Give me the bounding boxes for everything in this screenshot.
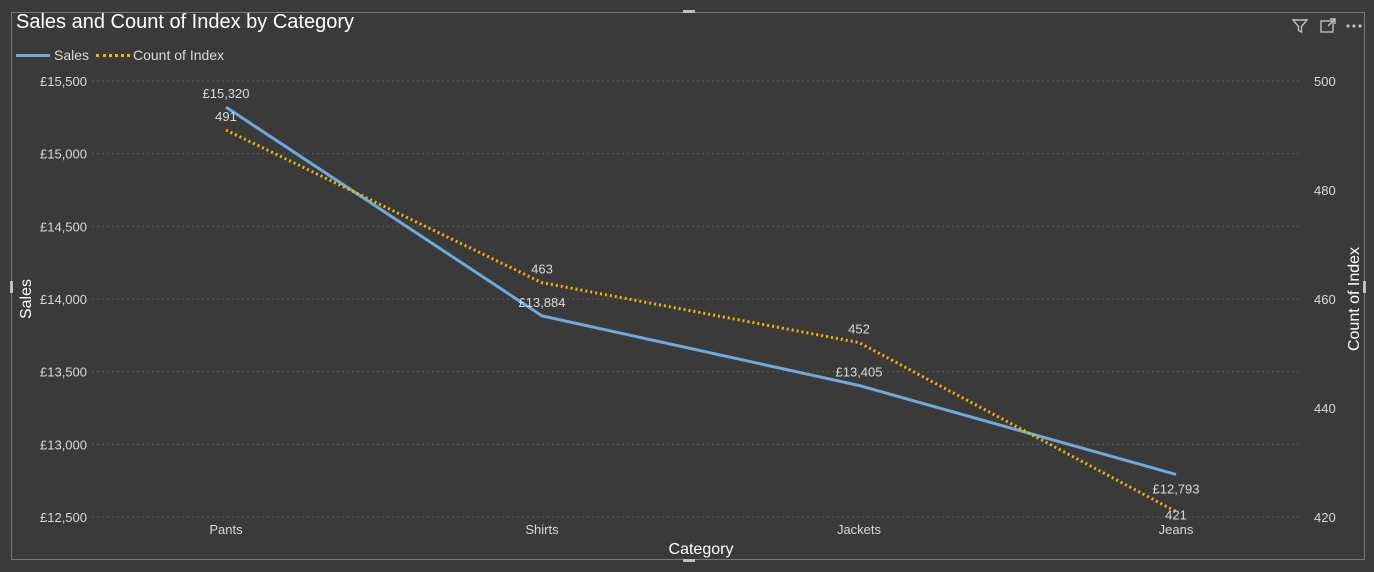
filter-icon[interactable] bbox=[1290, 16, 1310, 36]
y-left-tick-label: £15,000 bbox=[40, 147, 87, 162]
y-axis-right-title: Count of Index bbox=[1346, 247, 1363, 351]
data-label-sales: £12,793 bbox=[1153, 481, 1200, 496]
y-right-tick-label: 440 bbox=[1314, 401, 1336, 416]
data-label-count-of-index: 421 bbox=[1165, 508, 1187, 523]
legend-label-sales: Sales bbox=[54, 47, 90, 63]
resize-handle-right[interactable] bbox=[1363, 281, 1366, 293]
series-line-count-of-index[interactable] bbox=[225, 128, 1177, 513]
series-line-sales[interactable] bbox=[225, 105, 1177, 476]
data-label-count-of-index: 452 bbox=[848, 322, 870, 337]
more-options-icon[interactable] bbox=[1344, 16, 1364, 36]
y-left-tick-label: £15,500 bbox=[40, 74, 87, 89]
data-label-count-of-index: 463 bbox=[531, 262, 553, 277]
legend-label-count-of-index: Count of Index bbox=[133, 47, 225, 63]
focus-mode-icon[interactable] bbox=[1318, 16, 1338, 36]
data-label-sales: £15,320 bbox=[203, 86, 250, 101]
y-right-tick-label: 420 bbox=[1314, 510, 1336, 525]
visual-header-icons bbox=[1290, 16, 1364, 36]
y-axis-left-title: Sales bbox=[18, 279, 35, 319]
resize-handle-top[interactable] bbox=[683, 10, 695, 13]
y-right-tick-label: 500 bbox=[1314, 74, 1336, 89]
x-tick-label: Pants bbox=[209, 522, 243, 537]
y-left-tick-label: £14,500 bbox=[40, 219, 87, 234]
resize-handle-left[interactable] bbox=[10, 281, 13, 293]
chart-title: Sales and Count of Index by Category bbox=[16, 11, 354, 33]
x-tick-label: Shirts bbox=[525, 522, 559, 537]
y-right-tick-label: 480 bbox=[1314, 183, 1336, 198]
y-left-tick-label: £13,500 bbox=[40, 365, 87, 380]
y-left-tick-label: £13,000 bbox=[40, 437, 87, 452]
legend-swatch-count-of-index bbox=[96, 54, 130, 57]
y-right-tick-label: 460 bbox=[1314, 292, 1336, 307]
data-label-sales: £13,884 bbox=[519, 295, 566, 310]
data-label-sales: £13,405 bbox=[836, 364, 883, 379]
legend-swatch-sales bbox=[16, 54, 50, 57]
x-axis-title: Category bbox=[669, 541, 734, 558]
y-left-tick-label: £12,500 bbox=[40, 510, 87, 525]
x-tick-label: Jackets bbox=[837, 522, 882, 537]
resize-handle-bottom[interactable] bbox=[683, 559, 695, 562]
x-tick-label: Jeans bbox=[1159, 522, 1194, 537]
y-left-tick-label: £14,000 bbox=[40, 292, 87, 307]
data-label-count-of-index: 491 bbox=[215, 109, 237, 124]
